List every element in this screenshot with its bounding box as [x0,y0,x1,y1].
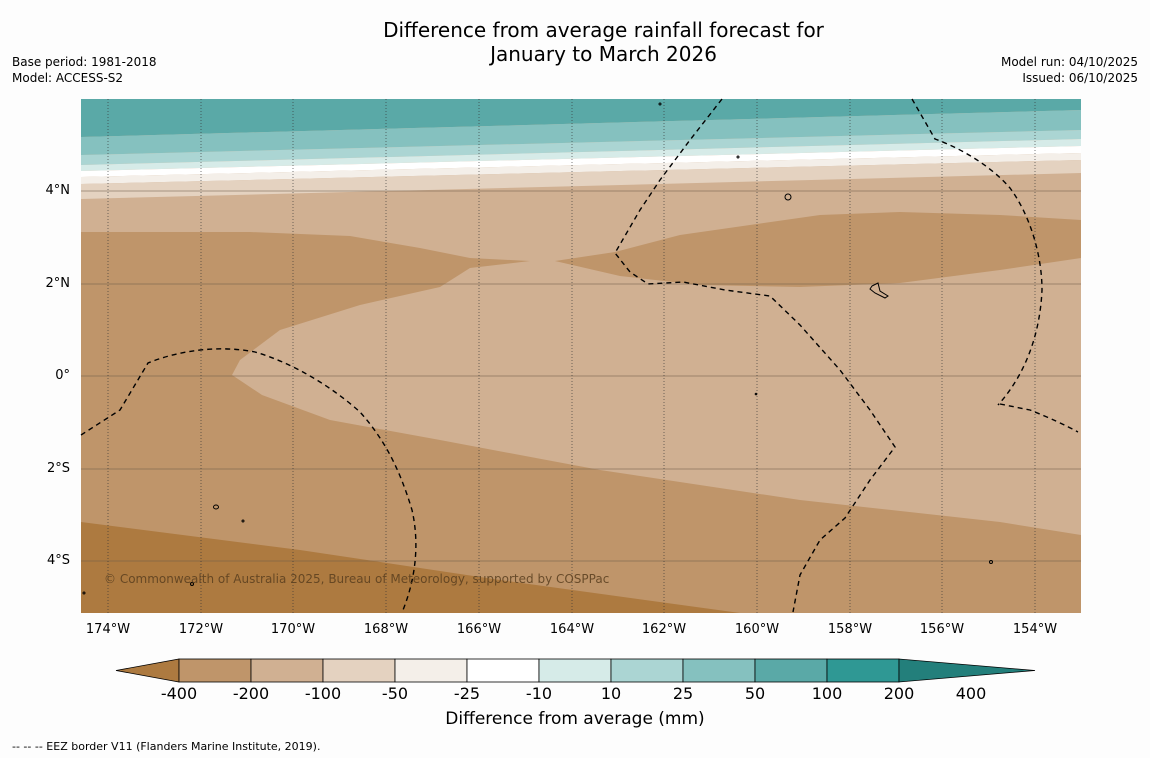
island-7 [658,102,662,106]
colorbar-segment [466,658,540,683]
lon-label-166w: 166°W [456,622,502,637]
band-25-50-north [81,139,1081,171]
island-4 [241,519,245,523]
colorbar-tick-label: 400 [955,684,987,703]
dry-region-north-east [555,212,1081,287]
colorbar-tick-label: 100 [811,684,843,703]
model-run: Model run: 04/10/2025 [1000,55,1138,69]
colorbar-segment [610,658,684,683]
lon-label-172w: 172°W [178,622,224,637]
meta-right: Model run: 04/10/2025 Issued: 06/10/2025 [1001,54,1138,86]
chart-title: Difference from average rainfall forecas… [300,18,907,66]
lon-label-160w: 160°W [734,622,780,637]
colorbar-tick-label: -200 [232,684,270,703]
colorbar-tick-label: -50 [381,684,409,703]
lon-label-154w: 154°W [1012,622,1058,637]
colorbar-segment [538,658,612,683]
model-name: Model: ACCESS-S2 [12,71,124,85]
colorbar-segment [250,658,324,683]
colorbar-tick-label: -100 [304,684,342,703]
lon-label-156w: 156°W [919,622,965,637]
band-100-200-north [81,110,1081,155]
lat-label-2n: 2°N [45,276,71,291]
lon-label-158w: 158°W [827,622,873,637]
colorbar-segment [754,658,828,683]
colorbar-tick-label: 50 [744,684,766,703]
title-line-1: Difference from average rainfall forecas… [383,18,824,42]
lat-gridlines [81,190,1081,562]
colorbar-segment [826,658,900,683]
colorbar-segment [178,658,252,683]
islands [82,102,993,595]
colorbar-segment [682,658,756,683]
colorbar-extend-high [898,658,1036,683]
colorbar-extend-low [115,658,180,683]
issued-date: Issued: 06/10/2025 [1022,71,1138,85]
colorbar-tick-label: -10 [525,684,553,703]
colorbar-segment [322,658,396,683]
base-period: Base period: 1981-2018 [12,55,157,69]
very-dry-region [81,522,740,613]
island-3 [213,504,219,510]
band-10-25-north [81,146,1081,177]
band-minus25-north [81,160,1081,199]
dry-region-south [81,232,1081,613]
colorbar-tick-label: 25 [672,684,694,703]
island-8 [736,155,740,159]
band-50-100-north [81,130,1081,165]
colorbar-tick-label: 200 [883,684,915,703]
colorbar-segment [394,658,468,683]
lon-label-170w: 170°W [270,622,316,637]
eez-footnote: -- -- -- EEZ border V11 (Flanders Marine… [12,740,321,753]
eez-border-west [80,348,417,611]
lat-label-0: 0° [55,368,70,383]
island-1 [784,193,792,201]
island-9 [754,392,758,396]
lon-label-168w: 168°W [363,622,409,637]
copyright-notice: © Commonwealth of Australia 2025, Bureau… [104,572,610,586]
eez-borders [80,98,1079,613]
island-6 [989,560,993,564]
lon-label-164w: 164°W [549,622,595,637]
lat-label-4s: 4°S [46,553,70,568]
title-line-2: January to March 2026 [490,42,717,66]
meta-left: Base period: 1981-2018 Model: ACCESS-S2 [12,54,157,86]
eez-border-east-south [999,403,1079,433]
eez-border-central [614,98,896,613]
colorbar-tick-label: 10 [600,684,622,703]
island-2 [869,282,889,299]
island-10 [82,591,86,595]
lon-label-162w: 162°W [641,622,687,637]
lat-label-4n: 4°N [45,183,71,198]
colorbar [115,658,1036,683]
lat-label-2s: 2°S [46,461,70,476]
island-5 [190,582,194,586]
lon-label-174w: 174°W [85,622,131,637]
band-200-400-north [81,99,1081,137]
colorbar-tick-label: -400 [160,684,198,703]
colorbar-tick-label: -25 [453,684,481,703]
colorbar-title: Difference from average (mm) [445,709,705,729]
band-neutral-north [81,153,1081,184]
